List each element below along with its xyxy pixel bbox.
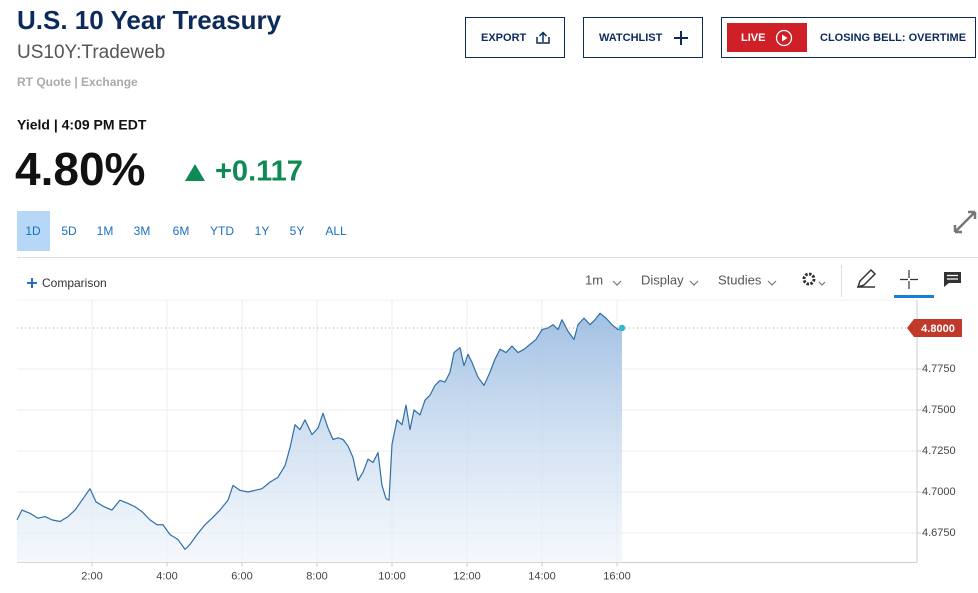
quote: Yield | 4:09 PM EDT 4.80% +0.117 [15, 117, 303, 195]
crosshair-underline [894, 295, 934, 298]
watchlist-button[interactable]: WATCHLIST [583, 17, 703, 58]
studies-menu[interactable]: Studies [718, 272, 777, 287]
area [17, 313, 622, 563]
live-label: LIVE [741, 32, 765, 44]
price: 4.80% [15, 143, 145, 195]
title: U.S. 10 Year Treasury [17, 5, 282, 35]
x-tick-label: 8:00 [306, 570, 327, 582]
range-tab[interactable]: 3M [134, 224, 151, 238]
range-tab[interactable]: 5D [61, 224, 77, 238]
symbol: US10Y:Tradeweb [17, 42, 165, 63]
crosshair-icon[interactable] [900, 270, 918, 289]
y-tick-label: 4.7250 [922, 445, 956, 457]
x-tick-label: 12:00 [453, 570, 481, 582]
up-arrow [185, 164, 205, 181]
change: +0.117 [215, 156, 303, 188]
range-tab[interactable]: 1D [25, 224, 41, 238]
live-show: CLOSING BELL: OVERTIME [820, 32, 966, 44]
current-value-tag [907, 318, 962, 337]
toolbar: Comparison 1m Display Studies [27, 265, 961, 298]
x-tick-label: 6:00 [231, 570, 252, 582]
x-tick-label: 2:00 [81, 570, 102, 582]
export-label: EXPORT [481, 32, 527, 44]
draw-icon[interactable] [856, 268, 877, 289]
y-tick-label: 4.7750 [922, 363, 956, 375]
comparison-button[interactable]: Comparison [27, 276, 107, 290]
y-tick-label: 4.7000 [922, 486, 956, 498]
range-tab[interactable]: ALL [325, 224, 347, 238]
range-tab[interactable]: YTD [210, 224, 234, 238]
y-tick-label: 4.6750 [922, 527, 956, 539]
live-button[interactable]: LIVE CLOSING BELL: OVERTIME [721, 17, 976, 58]
watchlist-label: WATCHLIST [599, 32, 663, 44]
price-line [16, 312, 623, 550]
studies-label: Studies [718, 272, 762, 287]
chart: 2:00 4:00 6:00 8:00 10:00 12:00 14:00 16:00 4.67… [16, 299, 962, 582]
display-label: Display [641, 272, 684, 287]
export-icon [536, 31, 550, 44]
range-tab[interactable]: 5Y [290, 224, 305, 238]
y-tick-label: 4.7500 [922, 404, 956, 416]
settings-icon[interactable] [802, 272, 826, 286]
source: RT Quote | Exchange [17, 75, 138, 89]
plus-icon [674, 31, 688, 45]
x-tick-label: 16:00 [603, 570, 631, 582]
comparison-label: Comparison [42, 276, 107, 290]
range-tab[interactable]: 1Y [255, 224, 270, 238]
expand-icon[interactable] [953, 210, 977, 234]
quote-label: Yield | 4:09 PM EDT [17, 117, 147, 133]
range-tab[interactable]: 1M [97, 224, 114, 238]
x-tick-label: 10:00 [378, 570, 406, 582]
range-tabs: 1D 5D 1M 3M 6M YTD 1Y 5Y ALL [17, 211, 347, 251]
x-tick-label: 4:00 [156, 570, 177, 582]
range-tab[interactable]: 6M [173, 224, 190, 238]
display-menu[interactable]: Display [641, 272, 699, 287]
export-button[interactable]: EXPORT [465, 17, 565, 58]
play-icon [775, 29, 793, 47]
current-value-label: 4.8000 [921, 323, 955, 335]
x-tick-label: 14:00 [528, 570, 556, 582]
interval-menu[interactable]: 1m [585, 272, 622, 287]
header: U.S. 10 Year Treasury US10Y:Tradeweb RT … [17, 5, 282, 89]
interval-label: 1m [585, 272, 603, 287]
